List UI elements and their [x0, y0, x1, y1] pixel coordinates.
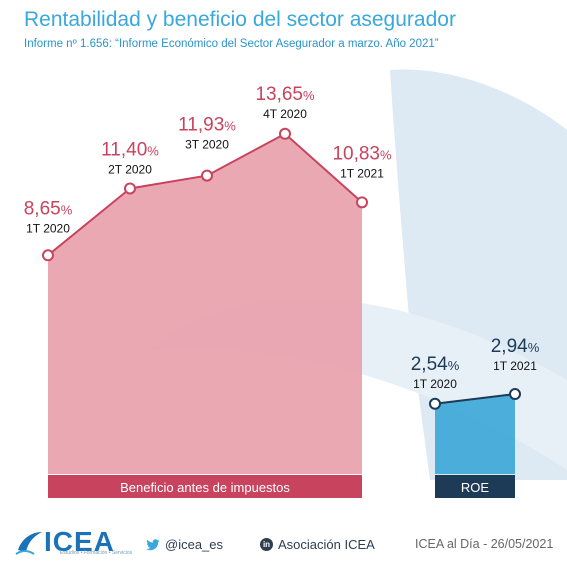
roe-point [429, 397, 441, 410]
chart-subtitle: Informe nº 1.656: “Informe Económico del… [24, 38, 439, 50]
profit-point [124, 182, 136, 195]
profit-value-label: 10,83% [332, 143, 392, 164]
roe-value-unit: % [528, 340, 540, 355]
profit-value-label: 8,65% [24, 198, 73, 219]
icea-swirl-icon [15, 532, 42, 555]
twitter-handle[interactable]: @icea_es [146, 537, 223, 552]
linkedin-link[interactable]: in Asociación ICEA [260, 537, 375, 552]
twitter-handle-text: @icea_es [165, 537, 224, 552]
profit-point [279, 127, 291, 140]
icea-logo: ICEA Estudios • Formación • Servicios [14, 526, 132, 558]
roe-legend-label: ROE [461, 480, 490, 495]
profit-category-label: 1T 2020 [26, 221, 70, 235]
profit-point [201, 169, 213, 182]
profit-value-unit: % [61, 202, 73, 217]
profit-value-label: 11,40% [101, 139, 159, 160]
profit-point [42, 249, 54, 262]
profit-chart: 8,65% 1T 2020 11,40% 2T 2020 11,93% 3T 2020 13… [24, 84, 392, 474]
profit-value-unit: % [380, 147, 392, 162]
profit-category-label: 1T 2021 [340, 166, 384, 180]
profit-area [48, 133, 362, 474]
roe-area [435, 394, 515, 474]
roe-category-label: 1T 2021 [493, 359, 537, 373]
profit-category-label: 3T 2020 [185, 138, 229, 152]
profit-legend-label: Beneficio antes de impuestos [120, 480, 290, 495]
profit-category-label: 2T 2020 [108, 162, 152, 176]
footer-date-text: ICEA al Día - 26/05/2021 [415, 537, 554, 551]
roe-category-label: 1T 2020 [413, 377, 457, 391]
profit-value-label: 13,65% [255, 84, 315, 105]
roe-value-label: 2,54% [411, 354, 460, 375]
profit-value-label: 11,93% [178, 115, 236, 136]
profit-value-unit: % [224, 119, 236, 134]
linkedin-icon: in [260, 538, 273, 551]
icea-logo-text: ICEA [44, 526, 115, 557]
roe-point [509, 388, 521, 401]
roe-value-label: 2,94% [491, 336, 540, 357]
roe-legend-band [435, 475, 515, 498]
profit-legend-band [48, 475, 362, 498]
chart-title: Rentabilidad y beneficio del sector aseg… [24, 8, 456, 31]
twitter-bird-icon [146, 538, 160, 550]
icea-logo-tagline: Estudios • Formación • Servicios [60, 550, 133, 556]
profit-category-label: 4T 2020 [263, 107, 307, 121]
roe-line [434, 393, 516, 405]
linkedin-text: Asociación ICEA [278, 537, 375, 552]
footer-date: ICEA al Día - 26/05/2021 [415, 537, 553, 551]
roe-value-unit: % [448, 358, 460, 373]
profit-point [356, 196, 368, 209]
profit-value-unit: % [147, 143, 159, 158]
profit-value-unit: % [303, 88, 315, 103]
roe-chart: 2,54% 1T 2020 2,94% 1T 2021 [411, 336, 540, 474]
